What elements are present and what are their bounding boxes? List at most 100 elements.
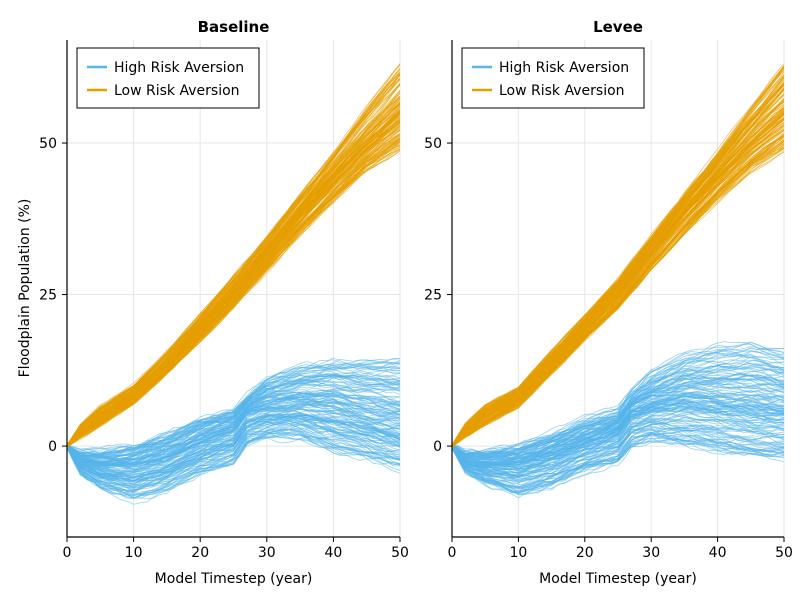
panel-title: Levee	[593, 18, 643, 36]
y-tick-label: 0	[48, 439, 57, 455]
series-line	[452, 106, 784, 448]
series-line	[67, 391, 400, 468]
series-line	[67, 147, 400, 446]
series-line	[452, 398, 784, 466]
panel-title: Baseline	[198, 18, 270, 36]
series-line	[67, 413, 400, 484]
series-line	[452, 130, 784, 447]
x-tick-label: 0	[448, 545, 457, 561]
series-line	[452, 113, 784, 447]
series-high-risk-aversion	[452, 341, 784, 499]
series-line	[67, 100, 400, 448]
x-tick-label: 30	[258, 545, 276, 561]
series-line	[67, 418, 400, 483]
series-line	[452, 348, 784, 453]
series-line	[67, 413, 400, 473]
series-line	[452, 343, 784, 455]
series-line	[452, 75, 784, 448]
x-tick-label: 0	[63, 545, 72, 561]
series-line	[452, 128, 784, 447]
series-line	[67, 413, 400, 475]
series-line	[67, 390, 400, 466]
series-line	[452, 425, 784, 488]
legend: High Risk Aversion Low Risk Aversion	[76, 47, 260, 109]
series-line	[67, 70, 400, 447]
series-line	[67, 133, 400, 447]
series-line	[452, 377, 784, 461]
series-line	[452, 392, 784, 466]
series-line	[67, 427, 400, 494]
series-line	[67, 433, 400, 497]
series-line	[452, 140, 784, 446]
series-line	[452, 405, 784, 477]
series-line	[452, 112, 784, 446]
series-line	[67, 125, 400, 447]
series-line	[452, 147, 784, 447]
series-line	[452, 341, 784, 455]
y-tick-label: 0	[433, 439, 442, 455]
series-line	[67, 129, 400, 446]
series-line	[67, 414, 400, 478]
series-line	[452, 428, 784, 488]
series-line	[67, 89, 400, 448]
series-line	[452, 425, 784, 483]
legend: High Risk Aversion Low Risk Aversion	[461, 47, 645, 109]
series-line	[67, 137, 400, 447]
y-tick-label: 50	[39, 136, 57, 152]
series-line	[67, 98, 400, 447]
legend-label: Low Risk Aversion	[114, 83, 240, 99]
series-line	[67, 374, 400, 459]
y-axis-label: Floodplain Population (%)	[17, 199, 33, 378]
series-line	[452, 422, 784, 480]
series-line	[67, 408, 400, 473]
x-tick-label: 20	[191, 545, 209, 561]
series-line	[67, 424, 400, 492]
series-line	[452, 66, 784, 448]
series-line	[67, 389, 400, 464]
series-line	[452, 428, 784, 483]
series-line	[452, 432, 784, 492]
series-low-risk-aversion	[67, 63, 400, 448]
series-line	[452, 135, 784, 447]
series-line	[452, 66, 784, 448]
series-line	[452, 440, 784, 496]
series-line	[67, 373, 400, 460]
x-axis-label: Model Timestep (year)	[539, 571, 697, 587]
x-tick-label: 40	[709, 545, 727, 561]
legend-box	[76, 47, 260, 109]
series-line	[452, 362, 784, 455]
panel-baseline: 0 10 20 30 40 50 0 25 50 High Risk Aversion Low Ri…	[17, 18, 409, 587]
x-tick-label: 10	[125, 545, 143, 561]
legend-label: High Risk Aversion	[499, 60, 629, 76]
series-group	[67, 63, 400, 505]
x-tick-label: 10	[509, 545, 527, 561]
legend-label: High Risk Aversion	[114, 60, 244, 76]
series-line	[452, 71, 784, 447]
legend-box	[461, 47, 645, 109]
plot-area: 0 10 20 30 40 50 0 25 50 High Risk Aversion Low Ri…	[39, 40, 409, 561]
series-line	[67, 113, 400, 446]
series-line	[452, 437, 784, 494]
series-line	[452, 434, 784, 493]
legend-label: Low Risk Aversion	[499, 83, 625, 99]
series-line	[452, 65, 784, 447]
panel-levee: 0 10 20 30 40 50 0 25 50 High Risk Aversion Low Ri…	[424, 18, 793, 587]
x-tick-label: 50	[391, 545, 409, 561]
y-tick-label: 25	[39, 288, 57, 304]
plot-area: 0 10 20 30 40 50 0 25 50 High Risk Aversion Low Ri…	[424, 40, 793, 561]
series-line	[452, 423, 784, 484]
series-line	[67, 401, 400, 475]
x-axis-label: Model Timestep (year)	[155, 571, 313, 587]
series-line	[67, 366, 400, 454]
series-line	[452, 416, 784, 478]
series-line	[67, 419, 400, 489]
series-line	[452, 368, 784, 460]
series-high-risk-aversion	[67, 357, 400, 505]
series-line	[67, 142, 400, 448]
series-line	[67, 397, 400, 467]
series-line	[67, 374, 400, 461]
series-line	[67, 121, 400, 447]
x-tick-label: 30	[642, 545, 660, 561]
x-tick-label: 20	[576, 545, 594, 561]
